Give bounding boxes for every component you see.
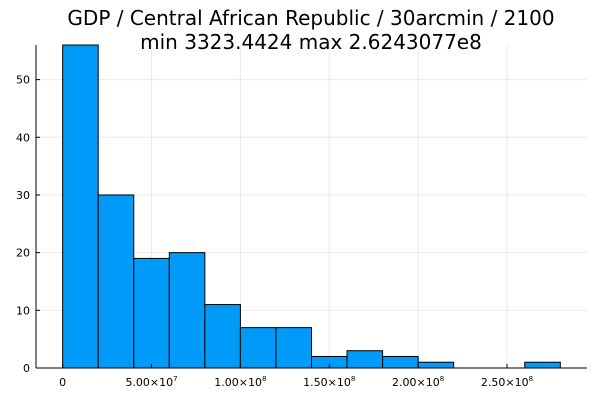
x-tick-label: 5.00×107: [125, 375, 177, 389]
y-tick-label: 10: [16, 304, 30, 317]
histogram-bar-8: [346, 350, 384, 369]
histogram-bar-5: [239, 327, 277, 369]
y-tick-label: 20: [16, 247, 30, 260]
histogram-bar-3: [168, 252, 206, 369]
x-tick-label: 1.00×108: [214, 375, 266, 389]
x-tick-label: 0: [59, 376, 66, 389]
chart-title: GDP / Central African Republic / 30arcmi…: [67, 6, 554, 30]
bars: [62, 44, 561, 369]
histogram-bar-4: [204, 304, 241, 369]
y-tick-label: 50: [16, 74, 30, 87]
axes: [35, 45, 587, 369]
histogram-bar-10: [417, 361, 455, 369]
x-axis-ticks: 0 5.00×107 1.00×108 1.50×108 2.00×108 2.50×10…: [59, 364, 533, 389]
histogram-bar-0: [62, 44, 99, 369]
x-tick-label: 2.00×108: [392, 375, 444, 389]
histogram-bar-2: [133, 257, 170, 369]
histogram-bar-9: [382, 355, 419, 369]
y-tick-label: 30: [16, 189, 30, 202]
x-tick-label: 1.50×108: [303, 375, 355, 389]
y-tick-label: 0: [23, 362, 30, 375]
y-axis-ticks: 0 10 20 30 40 50: [16, 74, 40, 375]
x-tick-label: 2.50×108: [481, 375, 533, 389]
histogram-bar-13: [524, 361, 561, 369]
histogram-bar-1: [97, 194, 135, 369]
y-tick-label: 40: [16, 131, 30, 144]
histogram-bar-6: [275, 327, 312, 369]
chart-subtitle: min 3323.4424 max 2.6243077e8: [140, 30, 482, 54]
